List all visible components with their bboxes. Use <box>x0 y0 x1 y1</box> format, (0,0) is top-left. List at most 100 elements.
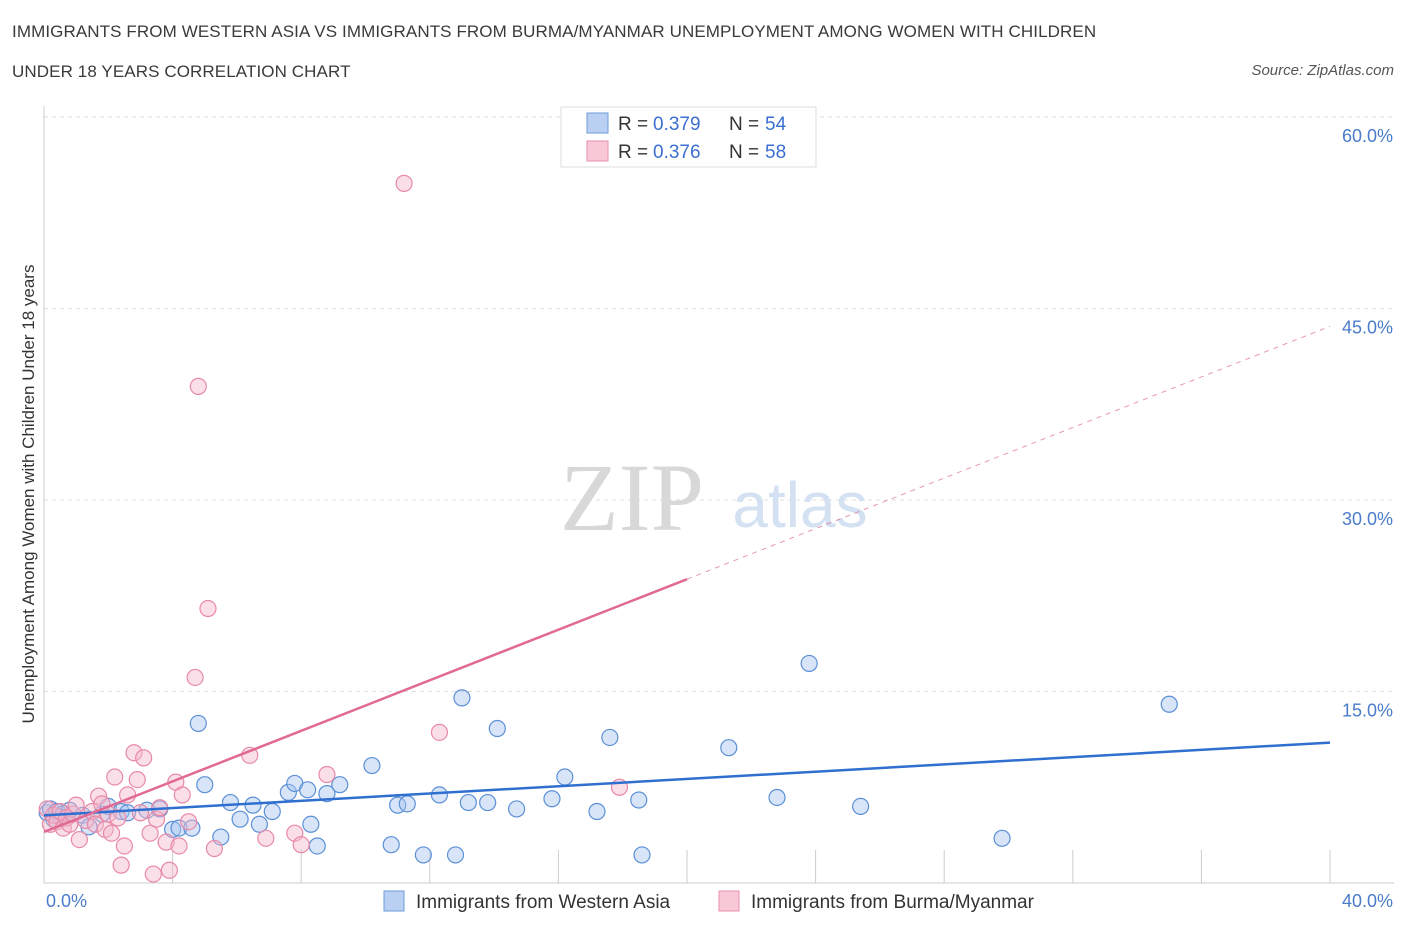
blue-point-45 <box>508 800 526 818</box>
pink-point-19 <box>106 768 124 786</box>
legend-r-value-pink: 0.376 <box>653 142 701 163</box>
pink-point-13 <box>86 815 105 833</box>
blue-point-38 <box>414 846 432 864</box>
trend-lines <box>43 325 1331 834</box>
pink-point-32 <box>157 833 175 851</box>
y-tick-labels: 15.0% 30.0% 45.0% 60.0% <box>1342 126 1393 721</box>
pink-point-33 <box>160 861 178 879</box>
pink-point-47 <box>395 174 413 192</box>
pink-point-27 <box>135 749 153 767</box>
blue-point-51 <box>633 846 651 864</box>
legend-r-label-blue: R = <box>618 114 648 135</box>
pink-point-43 <box>257 829 275 847</box>
blue-point-42 <box>479 793 497 812</box>
blue-point-35 <box>382 836 400 854</box>
data-points <box>38 174 1178 883</box>
legend-n-value-blue: 54 <box>765 114 787 135</box>
blue-point-37 <box>398 795 416 813</box>
blue-point-30 <box>302 815 320 833</box>
blue-point-44 <box>488 719 506 738</box>
pink-point-28 <box>141 824 159 842</box>
pink-point-29 <box>144 865 162 883</box>
pink-point-9 <box>67 796 85 814</box>
blue-point-13 <box>118 804 137 822</box>
pink-point-41 <box>205 839 223 858</box>
pink-point-10 <box>70 830 88 849</box>
pink-point-45 <box>292 836 310 854</box>
blue-point-17 <box>170 819 188 837</box>
watermark-zip: ZIP <box>560 444 704 551</box>
chart-title-line2: UNDER 18 YEARS CORRELATION CHART <box>12 62 351 81</box>
blue-point-43 <box>453 689 471 707</box>
blue-point-31 <box>308 837 326 855</box>
pink-point-26 <box>131 804 150 822</box>
pink-point-48 <box>430 723 449 741</box>
blue-point-50 <box>630 791 648 809</box>
legend-swatch-pink <box>586 140 609 162</box>
blue-point-55 <box>852 797 870 816</box>
bottom-legend-swatch-blue <box>383 890 405 912</box>
blue-point-53 <box>768 788 786 807</box>
blue-trend-line <box>43 741 1331 817</box>
blue-point-49 <box>601 728 619 747</box>
y-tick-label-1: 30.0% <box>1342 509 1393 529</box>
blue-point-46 <box>543 790 561 808</box>
legend-swatch-blue <box>586 112 609 134</box>
legend-bottom: Immigrants from Western Asia Immigrants … <box>383 890 1035 913</box>
blue-point-57 <box>1160 695 1178 713</box>
legend-r-label-pink: R = <box>618 142 648 163</box>
source-label: Source: ZipAtlas.com <box>1251 62 1394 79</box>
gridlines <box>44 116 1394 692</box>
bottom-legend-label-pink: Immigrants from Burma/Myanmar <box>751 892 1035 913</box>
pink-point-38 <box>186 668 204 687</box>
blue-point-34 <box>363 756 381 775</box>
pink-point-40 <box>199 599 217 618</box>
pink-trend-line <box>43 577 688 834</box>
blue-point-52 <box>720 739 738 757</box>
bottom-legend-swatch-pink <box>718 890 740 912</box>
pink-point-35 <box>170 837 188 855</box>
blue-point-39 <box>430 786 449 804</box>
pink-point-39 <box>189 377 207 395</box>
blue-point-23 <box>231 810 249 828</box>
blue-point-26 <box>263 802 281 821</box>
blue-point-41 <box>459 793 477 812</box>
y-tick-label-0: 15.0% <box>1342 701 1393 721</box>
blue-point-25 <box>250 815 269 833</box>
blue-point-29 <box>299 781 317 799</box>
pink-point-36 <box>173 786 191 804</box>
pink-point-24 <box>125 744 143 762</box>
legend-top: R = 0.379 N = 54 R = 0.376 N = 58 <box>560 106 817 168</box>
pink-trend-line-extension <box>686 325 1331 580</box>
legend-n-label-blue: N = <box>729 114 759 135</box>
legend-r-value-blue: 0.379 <box>653 114 701 135</box>
blue-point-33 <box>331 776 349 794</box>
blue-point-32 <box>318 785 336 803</box>
x-axis-ticks <box>43 850 1331 883</box>
pink-point-46 <box>318 765 336 784</box>
pink-point-37 <box>180 813 198 831</box>
blue-point-56 <box>993 829 1011 847</box>
blue-point-22 <box>221 793 240 812</box>
pink-point-21 <box>112 856 130 874</box>
blue-point-47 <box>556 768 574 786</box>
pink-point-20 <box>109 809 127 827</box>
pink-point-22 <box>115 837 133 855</box>
y-tick-label-2: 45.0% <box>1342 318 1393 338</box>
blue-point-20 <box>196 776 214 794</box>
blue-point-24 <box>244 796 262 814</box>
bottom-legend-label-blue: Immigrants from Western Asia <box>416 892 671 913</box>
watermark-atlas: atlas <box>732 469 867 541</box>
blue-point-19 <box>189 714 207 733</box>
x-tick-label-max: 40.0% <box>1342 891 1393 911</box>
blue-point-54 <box>800 654 818 673</box>
chart-title-line1: IMMIGRANTS FROM WESTERN ASIA VS IMMIGRAN… <box>12 22 1097 41</box>
y-axis-label: Unemployment Among Women with Children U… <box>19 265 38 724</box>
y-tick-label-3: 60.0% <box>1342 126 1393 146</box>
pink-point-25 <box>128 770 146 789</box>
legend-n-value-pink: 58 <box>765 142 786 163</box>
blue-point-40 <box>446 846 465 864</box>
legend-n-label-pink: N = <box>729 142 759 163</box>
x-tick-label-min: 0.0% <box>46 891 87 911</box>
